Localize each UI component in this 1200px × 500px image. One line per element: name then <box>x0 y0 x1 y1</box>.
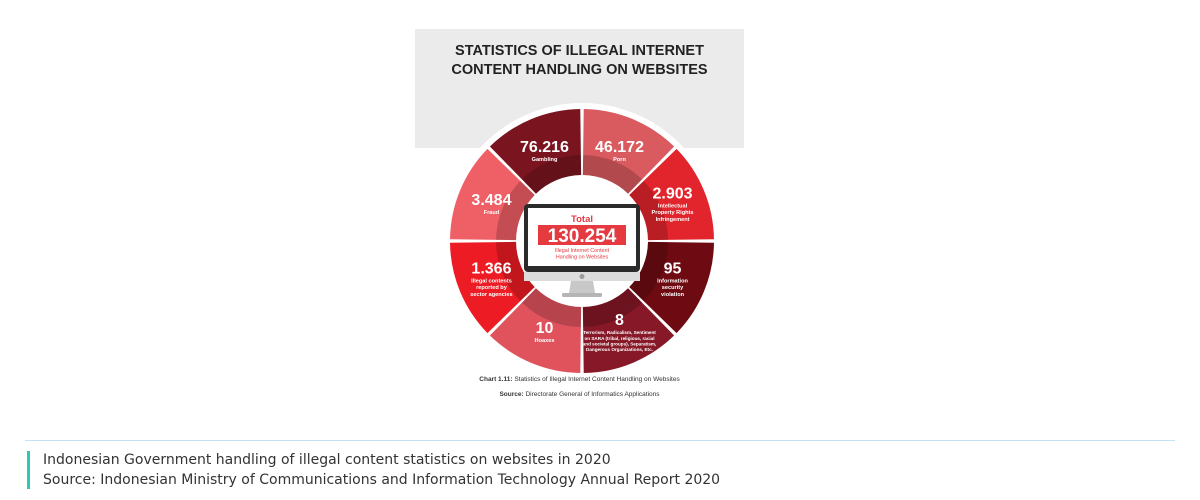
total-value: 130.254 <box>548 226 617 247</box>
segment-label-2-line-0: Intellectual <box>658 203 688 209</box>
segment-label-6-line-2: sector agencies <box>470 292 512 298</box>
segment-label-3-line-1: security <box>662 285 684 291</box>
infographic-card: STATISTICS OF ILLEGAL INTERNET CONTENT H… <box>415 29 744 414</box>
segment-1 <box>582 109 675 194</box>
segment-4 <box>582 288 675 373</box>
segment-value-0: 76.216 <box>520 139 569 156</box>
segment-label-1-line-0: Porn <box>613 157 626 163</box>
segment-value-1: 46.172 <box>595 139 644 156</box>
segment-label-3-line-0: Information <box>657 278 688 284</box>
segment-inner-band-5 <box>521 288 582 327</box>
segment-value-4: 8 <box>615 312 624 329</box>
segment-inner-band-3 <box>629 241 668 302</box>
segment-7 <box>450 148 535 241</box>
segment-value-5: 10 <box>536 320 554 337</box>
segment-3 <box>629 241 714 334</box>
chart-title-line-2: CONTENT HANDLING ON WEBSITES <box>451 62 708 78</box>
chart-caption-text: Statistics of Illegal Internet Content H… <box>512 376 680 383</box>
segment-label-4-line-1: on SARA (tribal, religious, racial <box>584 336 654 341</box>
segment-label-2-line-2: Infringement <box>656 217 690 223</box>
total-sublabel-line-0: Illegal Internet Content <box>555 248 610 254</box>
chart-source-text: Directorate General of Informatics Appli… <box>523 391 660 398</box>
segment-label-2-line-1: Property Rights <box>652 210 694 216</box>
segment-value-7: 3.484 <box>471 192 511 209</box>
segment-inner-band-4 <box>582 288 643 327</box>
chart-source-label: Source: <box>499 391 524 398</box>
segment-label-4-line-0: Terrorism, Radicalism, Sentiment <box>583 330 656 335</box>
chart-source: Source: Directorate General of Informati… <box>415 391 744 398</box>
segment-inner-band-0 <box>521 155 582 194</box>
segment-label-7-line-0: Fraud <box>484 210 500 216</box>
monitor-stand <box>569 281 595 293</box>
total-label: Total <box>571 214 593 225</box>
segment-label-5-line-0: Hoaxes <box>535 338 555 344</box>
total-value-box <box>538 225 626 245</box>
segment-label-4-line-2: and societal groups), Separatism, <box>583 342 657 347</box>
chart-title: STATISTICS OF ILLEGAL INTERNET CONTENT H… <box>415 42 744 80</box>
segment-label-6-line-0: Illegal contents <box>471 278 512 284</box>
monitor-base <box>562 293 602 297</box>
divider <box>25 440 1175 441</box>
segment-value-2: 2.903 <box>653 185 693 202</box>
segment-inner-band-1 <box>582 155 643 194</box>
caption-accent-bar <box>27 451 30 489</box>
segment-inner-band-7 <box>496 180 535 241</box>
footer-description: Indonesian Government handling of illega… <box>43 452 611 468</box>
segment-inner-band-2 <box>629 180 668 241</box>
segment-0 <box>489 109 582 194</box>
chart-caption-label: Chart 1.11: <box>479 376 513 383</box>
chart-title-line-1: STATISTICS OF ILLEGAL INTERNET <box>455 43 704 59</box>
segment-label-6-line-1: reported by <box>476 285 508 291</box>
total-sublabel-line-1: Handling on Websites <box>556 255 609 261</box>
segment-label-4-line-3: Dangerous Organizations, Etc. <box>586 347 653 352</box>
segment-value-3: 95 <box>664 260 682 277</box>
footer-source: Source: Indonesian Ministry of Communica… <box>43 472 721 488</box>
segment-6 <box>450 241 535 334</box>
segment-value-6: 1.366 <box>471 260 511 277</box>
segment-label-3-line-2: violation <box>661 292 685 298</box>
segment-5 <box>489 288 582 373</box>
segment-inner-band-6 <box>496 241 535 302</box>
segment-label-0-line-0: Gambling <box>532 157 558 163</box>
segment-2 <box>629 148 714 241</box>
monitor-power-dot <box>579 274 585 279</box>
chart-caption: Chart 1.11: Statistics of Illegal Intern… <box>415 376 744 383</box>
